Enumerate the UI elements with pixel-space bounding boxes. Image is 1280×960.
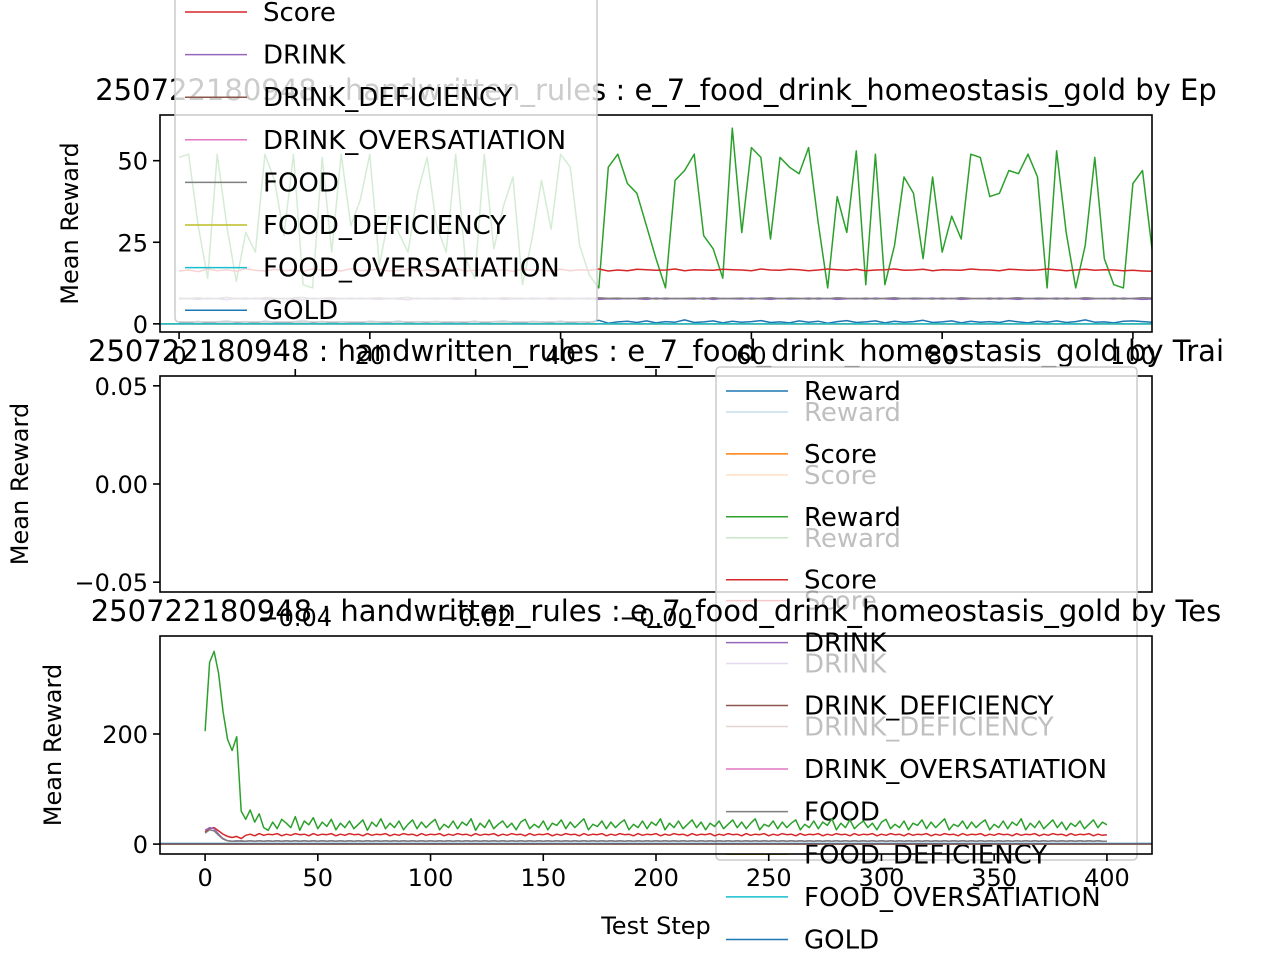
x-tick-label: −0.00 <box>619 604 693 632</box>
legend-label: DRINK <box>804 650 887 680</box>
y-tick-label: 0.05 <box>95 373 148 401</box>
x-tick-label: 20 <box>355 342 386 370</box>
x-axis-label: Test Step <box>600 912 711 940</box>
legend-label: DRINK_DEFICIENCY <box>804 692 1054 722</box>
y-tick-label: 0 <box>133 831 148 859</box>
x-tick-label: 50 <box>303 864 334 892</box>
legend-label: DRINK_DEFICIENCY <box>263 83 513 113</box>
legend-label: FOOD_OVERSATIATION <box>263 254 560 284</box>
legend-label: Reward <box>804 377 901 407</box>
y-axis-label: Mean Reward <box>6 403 34 565</box>
legend-label: DRINK_DEFICIENCY <box>804 712 1054 742</box>
legend-label: Score <box>804 587 877 617</box>
legend-label: DRINK_OVERSATIATION <box>804 755 1107 785</box>
x-tick-label: 60 <box>736 342 767 370</box>
x-tick-label: −0.02 <box>439 604 513 632</box>
legend-label: Score <box>804 440 877 470</box>
legend-label: FOOD <box>804 798 880 828</box>
x-tick-label: 150 <box>520 864 566 892</box>
legend-label: Reward <box>804 398 901 428</box>
y-tick-label: 200 <box>102 721 148 749</box>
y-tick-label: −0.05 <box>74 569 148 597</box>
y-tick-label: 0.00 <box>95 471 148 499</box>
x-tick-label: 100 <box>408 864 454 892</box>
legend-label: Score <box>804 566 877 596</box>
y-tick-label: 25 <box>117 229 148 257</box>
subplot-2: −0.05 0.00 0.05 −0.04 −0.02 −0.00 Mean Reward 2… <box>6 334 1224 955</box>
chart-title: 250722180948 : handwritten_rules : e_7_f… <box>88 334 1224 368</box>
legend-label: Score <box>263 0 336 28</box>
subplot-3: 0 200 0 50 100 150 200 250 300 350 400 Mean Reward T… <box>39 594 1221 940</box>
series-line-food <box>204 829 1107 843</box>
legend-label: FOOD_DEFICIENCY <box>804 840 1047 870</box>
x-tick-label: −0.04 <box>258 604 332 632</box>
legend-label: Reward <box>804 503 901 533</box>
y-tick-label: 50 <box>117 148 148 176</box>
x-tick-label: 40 <box>545 342 576 370</box>
x-tick-label: 80 <box>927 342 958 370</box>
legend: RewardRewardScoreScoreRewardRewardScoreS… <box>715 366 1138 955</box>
x-tick-label: 100 <box>1110 342 1156 370</box>
legend-box <box>715 366 1138 861</box>
legend-label: GOLD <box>263 296 338 326</box>
legend-label: DRINK <box>263 41 346 71</box>
x-tick-label: 200 <box>633 864 679 892</box>
y-axis-label: Mean Reward <box>39 664 67 826</box>
series-line-score <box>204 826 1107 840</box>
legend-label: FOOD_OVERSATIATION <box>804 883 1101 913</box>
legend-box <box>174 0 598 323</box>
legend: Score DRINK DRINK_DEFICIENCY DRINK_OVERSATI… <box>174 0 598 326</box>
legend-label: GOLD <box>804 925 879 955</box>
legend-label: DRINK <box>804 629 887 659</box>
axes-frame <box>159 114 1153 333</box>
legend-label: FOOD_DEFICIENCY <box>263 211 506 241</box>
x-tick-label: 0 <box>197 864 212 892</box>
legend-label: Score <box>804 461 877 491</box>
x-tick-label: 350 <box>971 864 1017 892</box>
series-line-reward <box>204 650 1108 832</box>
y-tick-label: 0 <box>133 311 148 339</box>
x-tick-label: 0 <box>171 342 186 370</box>
legend-label: DRINK_OVERSATIATION <box>263 126 566 156</box>
series-group <box>160 650 1152 845</box>
legend-label: FOOD <box>263 168 339 198</box>
chart-title: 250722180948 : handwritten_rules : e_7_f… <box>91 594 1222 628</box>
x-tick-label: 250 <box>746 864 792 892</box>
x-tick-label: 300 <box>859 864 905 892</box>
x-tick-label: 400 <box>1084 864 1130 892</box>
y-axis-label: Mean Reward <box>56 142 84 304</box>
legend-label: Reward <box>804 524 901 554</box>
